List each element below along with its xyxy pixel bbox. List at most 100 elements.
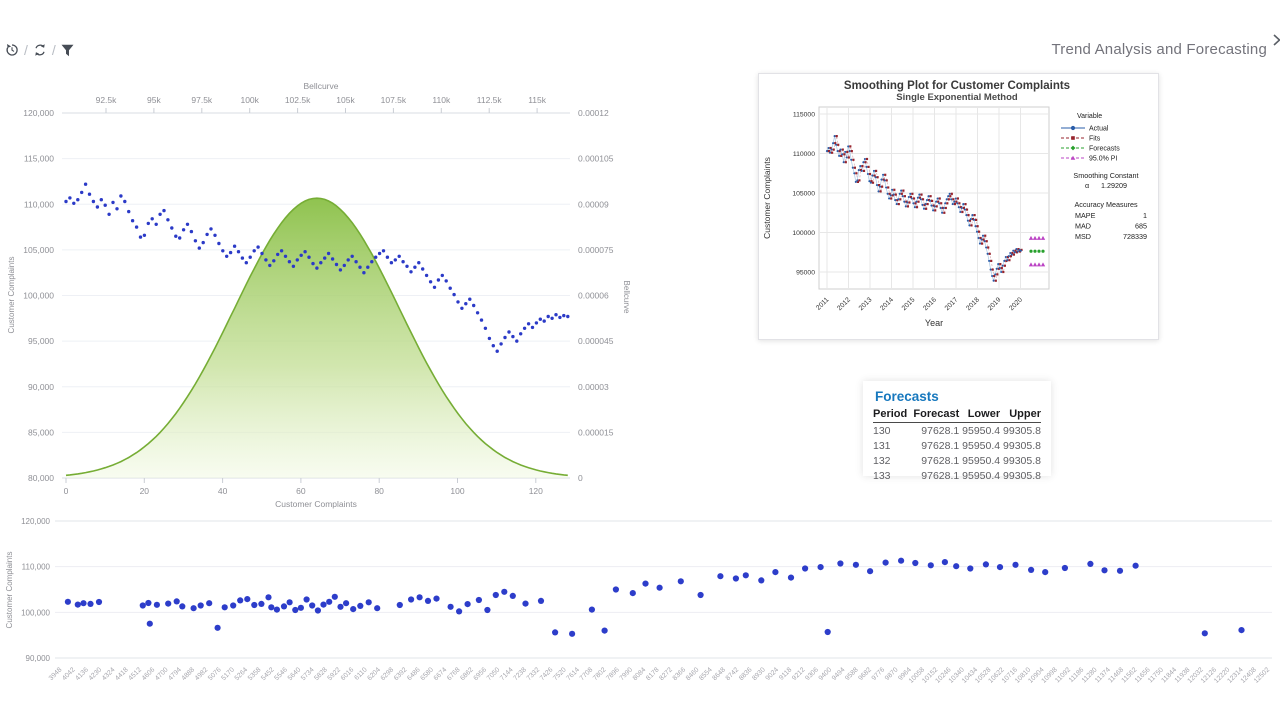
svg-text:6674: 6674 [433, 666, 449, 682]
svg-text:5452: 5452 [260, 666, 276, 682]
svg-text:12502: 12502 [1253, 666, 1271, 684]
svg-text:95k: 95k [147, 95, 161, 105]
forecasts-table: Period Forecast Lower Upper 130 97628.1 … [873, 407, 1041, 483]
svg-text:5640: 5640 [287, 666, 303, 682]
svg-text:7708: 7708 [579, 666, 595, 682]
svg-text:4230: 4230 [88, 666, 104, 682]
svg-text:9118: 9118 [778, 666, 793, 681]
svg-text:0.00012: 0.00012 [578, 108, 609, 118]
svg-text:4512: 4512 [127, 666, 143, 682]
svg-text:115,000: 115,000 [24, 154, 54, 164]
svg-text:2014: 2014 [879, 296, 895, 312]
svg-text:7802: 7802 [592, 666, 608, 682]
svg-text:Accuracy Measures: Accuracy Measures [1074, 200, 1138, 209]
smoothing-chart[interactable]: Smoothing Plot for Customer ComplaintsSi… [759, 74, 1156, 337]
svg-text:5828: 5828 [313, 666, 329, 682]
svg-text:6110: 6110 [353, 666, 368, 681]
svg-text:105000: 105000 [792, 191, 815, 198]
page-title: Trend Analysis and Forecasting [1051, 41, 1267, 58]
svg-text:7144: 7144 [499, 666, 515, 682]
svg-text:4324: 4324 [101, 666, 117, 682]
svg-text:MAPE: MAPE [1075, 211, 1096, 220]
svg-text:0.000075: 0.000075 [578, 245, 614, 255]
svg-text:107.5k: 107.5k [381, 95, 407, 105]
toolbar-separator: / [24, 42, 28, 58]
svg-text:4136: 4136 [74, 666, 90, 682]
svg-text:2012: 2012 [836, 296, 852, 312]
svg-text:7332: 7332 [526, 666, 542, 682]
svg-text:80: 80 [374, 486, 384, 496]
svg-text:115000: 115000 [793, 112, 815, 119]
svg-text:2017: 2017 [944, 296, 960, 312]
svg-text:7896: 7896 [605, 666, 621, 682]
svg-text:1: 1 [1143, 211, 1147, 220]
svg-text:5076: 5076 [207, 666, 223, 682]
svg-text:20: 20 [140, 486, 150, 496]
svg-text:4418: 4418 [114, 666, 130, 682]
svg-text:6580: 6580 [419, 666, 435, 682]
svg-text:Year: Year [925, 318, 943, 328]
svg-text:6298: 6298 [380, 666, 396, 682]
svg-text:97.5k: 97.5k [191, 95, 213, 105]
history-undo-icon[interactable] [5, 43, 19, 57]
table-row: 130 97628.1 95950.4 99305.8 [873, 424, 1041, 437]
svg-text:110,000: 110,000 [24, 199, 54, 209]
col-period: Period [873, 407, 910, 423]
main-chart[interactable]: 120,000 0.00012 115,000 0.000105 110,000 0.00… [0, 75, 648, 517]
svg-text:110000: 110000 [793, 151, 815, 158]
bottom-chart[interactable]: 120,000 110,000 100,000 90,000 Customer Comp… [0, 505, 1280, 717]
svg-text:85,000: 85,000 [28, 427, 54, 437]
svg-text:105k: 105k [336, 95, 355, 105]
svg-text:8178: 8178 [645, 666, 661, 682]
forecasts-panel: Forecasts Period Forecast Lower Upper 13… [863, 381, 1051, 482]
svg-text:7426: 7426 [539, 666, 555, 682]
col-forecast: Forecast [909, 407, 960, 423]
svg-text:2019: 2019 [987, 296, 1003, 312]
filter-funnel-icon[interactable] [61, 44, 74, 57]
svg-text:6016: 6016 [340, 666, 356, 682]
svg-text:Customer Complaints: Customer Complaints [762, 157, 772, 239]
svg-text:8836: 8836 [738, 666, 754, 682]
svg-text:9024: 9024 [764, 666, 780, 682]
svg-text:9776: 9776 [871, 666, 887, 682]
svg-text:100,000: 100,000 [23, 291, 54, 301]
svg-text:2020: 2020 [1008, 296, 1024, 312]
svg-text:7990: 7990 [618, 666, 634, 682]
svg-text:9494: 9494 [831, 666, 847, 682]
svg-text:100000: 100000 [792, 230, 815, 237]
table-header-row: Period Forecast Lower Upper [873, 407, 1041, 423]
svg-text:9682: 9682 [857, 666, 873, 682]
smoothing-panel: Smoothing Plot for Customer Complaints Si… [758, 73, 1159, 340]
svg-text:8272: 8272 [658, 666, 674, 682]
svg-text:0.00009: 0.00009 [578, 199, 609, 209]
svg-text:7238: 7238 [512, 666, 528, 682]
svg-text:4042: 4042 [61, 666, 77, 682]
svg-text:1.29209: 1.29209 [1101, 181, 1127, 190]
svg-text:0: 0 [64, 486, 69, 496]
svg-text:112.5k: 112.5k [477, 95, 503, 105]
toolbar-separator: / [51, 42, 56, 58]
svg-text:9400: 9400 [818, 666, 834, 682]
svg-text:5734: 5734 [300, 666, 316, 682]
svg-text:0.00006: 0.00006 [578, 291, 609, 301]
svg-text:6862: 6862 [459, 666, 475, 682]
svg-text:728339: 728339 [1123, 232, 1147, 241]
toolbar: / / [5, 42, 74, 58]
svg-text:Bellcurve: Bellcurve [622, 281, 631, 314]
svg-text:2016: 2016 [922, 296, 938, 312]
svg-text:Customer Complaints: Customer Complaints [7, 257, 16, 334]
col-upper: Upper [1000, 407, 1041, 423]
refresh-icon[interactable] [33, 43, 47, 57]
svg-text:2013: 2013 [858, 296, 874, 312]
svg-text:6392: 6392 [393, 666, 409, 682]
svg-text:40: 40 [218, 486, 228, 496]
svg-text:5170: 5170 [220, 666, 236, 682]
svg-text:6768: 6768 [446, 666, 462, 682]
svg-text:Fits: Fits [1089, 136, 1101, 143]
expand-chevron-icon[interactable] [1273, 33, 1280, 47]
svg-text:0.000015: 0.000015 [578, 427, 614, 437]
svg-text:8930: 8930 [751, 666, 767, 682]
svg-text:7520: 7520 [552, 666, 568, 682]
svg-text:α: α [1085, 181, 1089, 190]
svg-text:4888: 4888 [180, 666, 196, 682]
